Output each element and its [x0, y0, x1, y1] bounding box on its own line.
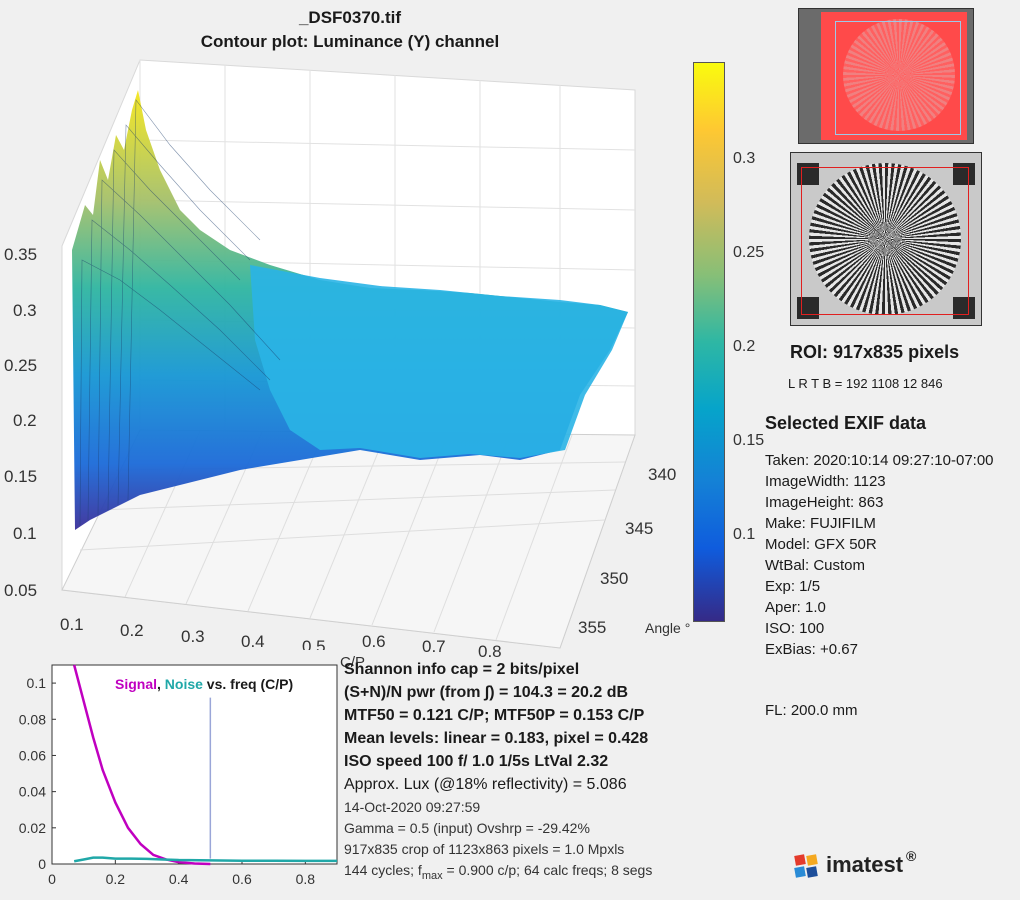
series-line-noise [73, 856, 337, 863]
legend-entry: Signal [115, 676, 157, 692]
z-tick-label: 0.1 [13, 524, 37, 543]
z-tick-label: 0.3 [13, 301, 37, 320]
imatest-logo-text: imatest [826, 852, 904, 877]
imatest-logo-mark: ® [906, 848, 917, 864]
series-line-signal [72, 664, 211, 866]
exif-line: Aper: 1.0 [765, 599, 826, 616]
x-tick-label: 0 [48, 871, 56, 887]
cycles-line: 144 cycles; fmax = 0.900 c/p; 64 calc fr… [344, 862, 652, 882]
x-tick-label: 0.8 [296, 871, 316, 887]
cycles-text-rest: = 0.900 c/p; 64 calc freqs; 8 segs [442, 862, 653, 878]
z-tick-label: 0.05 [4, 581, 37, 600]
y-tick-label: 340 [648, 465, 676, 484]
x-tick-label: 0.6 [232, 871, 252, 887]
z-tick-label: 0.15 [4, 467, 37, 486]
stats-line: Mean levels: linear = 0.183, pixel = 0.4… [344, 730, 649, 747]
x-ticks: 0 0.2 0.4 0.6 0.8 [48, 860, 315, 887]
y-axis-label: Angle ° [645, 620, 691, 636]
z-tick-label: 0.2 [13, 411, 37, 430]
roi-thumbnail [798, 8, 974, 144]
y-tick-label: 0.1 [27, 675, 47, 691]
cycles-subscript: max [421, 869, 443, 882]
y-tick-label: 355 [578, 618, 606, 637]
chart-plot-area [51, 664, 338, 865]
stats-line: MTF50 = 0.121 C/P; MTF50P = 0.153 C/P [344, 707, 645, 724]
x-tick-label: 0.1 [60, 615, 84, 634]
colorbar-tick: 0.1 [733, 526, 756, 543]
exif-line: WtBal: Custom [765, 557, 866, 574]
lux-line: Approx. Lux (@18% reflectivity) = 5.086 [344, 776, 627, 793]
signal-noise-chart: 0 0.02 0.04 0.06 0.08 0.1 0 0.2 0.4 0.6 0.8 Signa… [19, 664, 338, 887]
colorbar [693, 62, 725, 622]
surface-ridges [79, 99, 281, 526]
x-tick-label: 0.2 [106, 871, 126, 887]
surface-plateau [250, 265, 628, 458]
plot-title: Contour plot: Luminance (Y) channel [200, 32, 500, 51]
gamma-line: Gamma = 0.5 (input) Ovshrp = -29.42% [344, 820, 590, 836]
colorbar-tick: 0.3 [733, 150, 756, 167]
exif-line: ISO: 100 [765, 620, 825, 637]
x-tick-label: 0.4 [169, 871, 189, 887]
z-tick-label: 0.35 [4, 245, 37, 264]
x-axis-labels: 0.1 0.2 0.3 0.4 0.5 [60, 615, 326, 650]
stats-line: Shannon info cap = 2 bits/pixel [344, 661, 580, 678]
exif-line: ImageHeight: 863 [765, 494, 884, 511]
x-axis-label: C/P [340, 654, 366, 671]
y-tick-label: 345 [625, 519, 653, 538]
chart-legend: Signal, Noise vs. freq (C/P) [115, 676, 293, 692]
chart-series [72, 664, 337, 866]
roi-lrtb: L R T B = 192 1108 12 846 [788, 376, 943, 391]
imatest-logo-icon [794, 854, 818, 878]
exif-line: ExBias: +0.67 [765, 641, 858, 658]
legend-entry: Noise [165, 676, 203, 692]
colorbar-tick: 0.15 [733, 432, 765, 449]
date-line: 14-Oct-2020 09:27:59 [344, 799, 481, 815]
x-tick-label: 0.4 [241, 632, 265, 650]
chart-thumbnail [790, 152, 982, 326]
legend-entry: vs. freq (C/P) [203, 676, 293, 692]
roi-title: ROI: 917x835 pixels [790, 342, 960, 362]
y-tick-label: 0.08 [19, 711, 46, 727]
legend-entry: , [157, 676, 165, 692]
exif-line: Model: GFX 50R [765, 536, 877, 553]
x-tick-label: 0.7 [422, 637, 446, 656]
x-tick-label: 0.8 [478, 642, 502, 661]
imatest-logo: imatest ® [792, 848, 932, 886]
y-tick-label: 0.04 [19, 784, 46, 800]
colorbar-tick: 0.25 [733, 244, 765, 261]
stats-line: ISO speed 100 f/ 1.0 1/5s LtVal 2.32 [344, 753, 609, 770]
stats-block: Shannon info cap = 2 bits/pixel (S+N)/N … [344, 661, 652, 882]
x-tick-label: 0.3 [181, 627, 205, 646]
x-tick-label: 0.6 [362, 632, 386, 651]
exif-line: Make: FUJIFILM [765, 515, 876, 532]
y-axis-labels: 340 345 350 355 [578, 465, 676, 637]
y-tick-label: 350 [600, 569, 628, 588]
stats-line: (S+N)/N pwr (from ∫) = 104.3 = 20.2 dB [344, 684, 629, 701]
surface-plot: 0.35 0.3 0.25 0.2 0.15 0.1 0.05 0.1 0.2 … [4, 59, 676, 650]
exif-line: Exp: 1/5 [765, 578, 821, 595]
exif-line: Taken: 2020:10:14 09:27:10-07:00 [765, 452, 994, 469]
x-tick-label: 0.5 [302, 637, 326, 650]
y-ticks: 0 0.02 0.04 0.06 0.08 0.1 [19, 675, 56, 872]
y-tick-label: 0 [38, 856, 46, 872]
exif-focal-length: FL: 200.0 mm [765, 702, 858, 719]
exif-line: ImageWidth: 1123 [765, 473, 886, 490]
y-tick-label: 0.02 [19, 820, 46, 836]
x-tick-label: 0.2 [120, 621, 144, 640]
plot-filename: _DSF0370.tif [298, 8, 402, 27]
z-axis-labels: 0.35 0.3 0.25 0.2 0.15 0.1 0.05 [4, 245, 37, 600]
exif-heading: Selected EXIF data [765, 413, 927, 433]
crop-line: 917x835 crop of 1123x863 pixels = 1.0 Mp… [344, 841, 625, 857]
exif-list: Taken: 2020:10:14 09:27:10-07:00 ImageWi… [765, 450, 994, 660]
cycles-text: 144 cycles; f [344, 862, 422, 878]
y-tick-label: 0.06 [19, 747, 46, 763]
colorbar-tick: 0.2 [733, 338, 756, 355]
z-tick-label: 0.25 [4, 356, 37, 375]
